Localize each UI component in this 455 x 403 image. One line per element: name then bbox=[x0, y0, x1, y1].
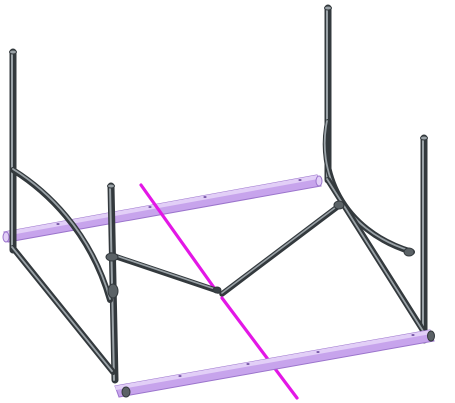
tube-frame bbox=[9, 4, 428, 384]
upper-rail-end-cap-left bbox=[2, 231, 10, 243]
lower-tube-left bbox=[10, 245, 116, 375]
curved-tube-right bbox=[322, 119, 415, 255]
lower-rail-holes bbox=[178, 334, 415, 377]
lower-rail-end-cap-left bbox=[121, 386, 131, 398]
axis-line-upper bbox=[139, 183, 217, 291]
upper-rail bbox=[2, 174, 323, 243]
upper-rail-holes bbox=[56, 179, 302, 225]
lower-rail-end-cap-right bbox=[427, 330, 435, 342]
post-front-left bbox=[107, 182, 119, 384]
joint-clamps bbox=[105, 200, 415, 299]
curved-tube-left bbox=[10, 167, 113, 303]
upper-rail-end-cap-right bbox=[315, 175, 323, 187]
brace-right-to-center bbox=[219, 202, 343, 297]
post-back-left bbox=[9, 48, 17, 254]
brace-left-to-center bbox=[108, 252, 221, 294]
lower-rail bbox=[114, 329, 435, 398]
axis-line-lower bbox=[220, 296, 299, 400]
post-far-right bbox=[420, 134, 428, 344]
